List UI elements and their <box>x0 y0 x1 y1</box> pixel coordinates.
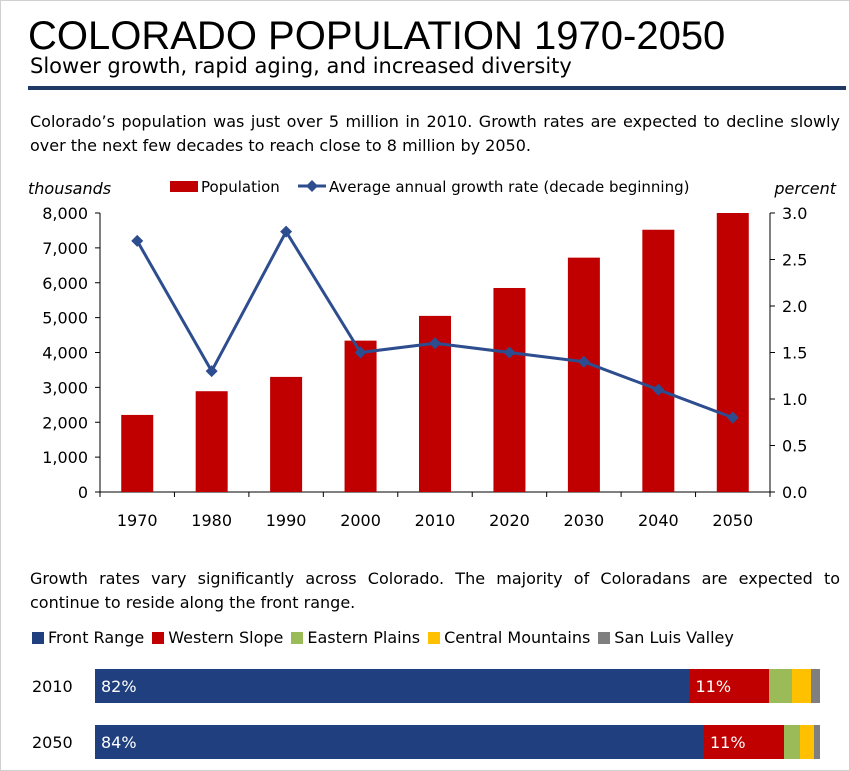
region-legend-swatch <box>152 632 165 644</box>
left-axis-label: thousands <box>28 179 111 198</box>
legend-marker-growth <box>306 180 318 192</box>
region-legend-swatch <box>32 632 44 644</box>
region-stack-segment: 84% <box>95 725 704 759</box>
region-stack-segment <box>792 669 812 703</box>
growth-rate-point <box>503 346 516 359</box>
region-legend-item: Central Mountains <box>428 628 590 647</box>
population-bar <box>121 414 154 492</box>
left-tick-label: 2,000 <box>42 413 88 432</box>
growth-rate-point <box>205 365 218 378</box>
region-legend-swatch <box>291 632 304 644</box>
population-bar <box>642 229 675 493</box>
region-legend-label: Front Range <box>48 628 145 647</box>
x-tick-label: 1970 <box>117 511 158 530</box>
region-stack-segment <box>811 669 820 703</box>
region-legend-item: Front Range <box>32 628 144 647</box>
right-tick-label: 2.0 <box>782 297 807 316</box>
population-bar <box>270 376 303 492</box>
left-tick-label: 5,000 <box>42 309 88 328</box>
region-legend-item: Western Slope <box>152 628 283 647</box>
region-legend-label: San Luis Valley <box>614 628 734 647</box>
left-tick-label: 1,000 <box>42 448 88 467</box>
region-stack-segment <box>800 725 815 759</box>
region-legend-label: Western Slope <box>168 628 284 647</box>
region-legend-label: Eastern Plains <box>307 628 421 647</box>
region-stack-segment <box>769 669 793 703</box>
left-tick-label: 3,000 <box>42 378 88 397</box>
page-title: COLORADO POPULATION 1970-2050 <box>28 14 726 58</box>
right-axis-label: percent <box>773 179 836 198</box>
x-tick-label: 2020 <box>489 511 530 530</box>
population-growth-chart: 0 1,000 2,000 3,000 4,000 5,000 6,000 7,000 8,00… <box>28 178 837 530</box>
page-subtitle: Slower growth, rapid aging, and increase… <box>30 54 572 78</box>
left-tick-label: 6,000 <box>42 274 88 293</box>
region-legend-swatch <box>598 632 611 644</box>
region-stack-segment <box>814 725 820 759</box>
right-tick-label: 0.5 <box>782 437 807 456</box>
population-bar <box>344 340 377 492</box>
region-stack-segment <box>783 725 801 759</box>
region-legend-item: San Luis Valley <box>598 628 734 647</box>
right-tick-label: 3.0 <box>782 204 807 223</box>
growth-rate-point <box>354 346 367 359</box>
x-tick-label: 2000 <box>340 511 381 530</box>
stack-year-label: 2010 <box>32 677 73 696</box>
right-tick-label: 2.5 <box>782 251 807 270</box>
region-legend-swatch <box>428 632 441 644</box>
intro-paragraph: Colorado’s population was just over 5 mi… <box>30 112 840 155</box>
population-bar <box>195 391 228 492</box>
growth-rate-point <box>577 355 590 368</box>
population-bar <box>567 257 600 492</box>
growth-rate-point <box>280 225 293 238</box>
x-tick-label: 2010 <box>415 511 456 530</box>
right-tick-label: 1.0 <box>782 390 807 409</box>
region-legend-item: Eastern Plains <box>291 628 420 647</box>
title-divider <box>28 86 846 90</box>
left-tick-label: 4,000 <box>42 344 88 363</box>
growth-rate-point <box>131 234 144 247</box>
region-stack-2050: 84% 11% <box>95 725 820 759</box>
region-stack-value-label: 11% <box>710 733 746 752</box>
right-tick-label: 1.5 <box>782 344 807 363</box>
stack-year-label: 2050 <box>32 733 73 752</box>
left-tick-label: 0 <box>78 483 88 502</box>
growth-rate-point <box>429 337 441 350</box>
growth-rate-point <box>652 383 665 396</box>
left-tick-label: 8,000 <box>42 204 88 223</box>
region-legend: Front Range Western Slope Eastern Plains Ce… <box>32 628 742 647</box>
growth-paragraph: Growth rates vary significantly across C… <box>30 569 840 612</box>
x-tick-label: 1980 <box>191 511 232 530</box>
x-tick-label: 2050 <box>712 511 753 530</box>
region-stack-2010: 82% 11% <box>95 669 820 703</box>
region-stack-segment: 11% <box>689 669 770 703</box>
x-tick-label: 2040 <box>638 511 679 530</box>
growth-rate-point <box>726 411 739 424</box>
region-stack-value-label: 11% <box>695 677 732 696</box>
region-stack-segment: 11% <box>704 725 784 759</box>
population-bar <box>716 213 749 492</box>
region-stack-value-label: 84% <box>101 733 137 752</box>
legend-swatch-population <box>170 181 198 192</box>
region-legend-label: Central Mountains <box>444 628 591 647</box>
legend-label-population: Population <box>201 178 280 196</box>
x-tick-label: 2030 <box>564 511 605 530</box>
right-tick-label: 0.0 <box>782 483 807 502</box>
region-stack-segment: 82% <box>95 669 690 703</box>
x-tick-label: 1990 <box>266 511 307 530</box>
population-bar <box>493 287 526 492</box>
legend-label-growth: Average annual growth rate (decade begin… <box>329 178 689 196</box>
left-tick-label: 7,000 <box>42 239 88 258</box>
region-stack-value-label: 82% <box>101 677 137 696</box>
